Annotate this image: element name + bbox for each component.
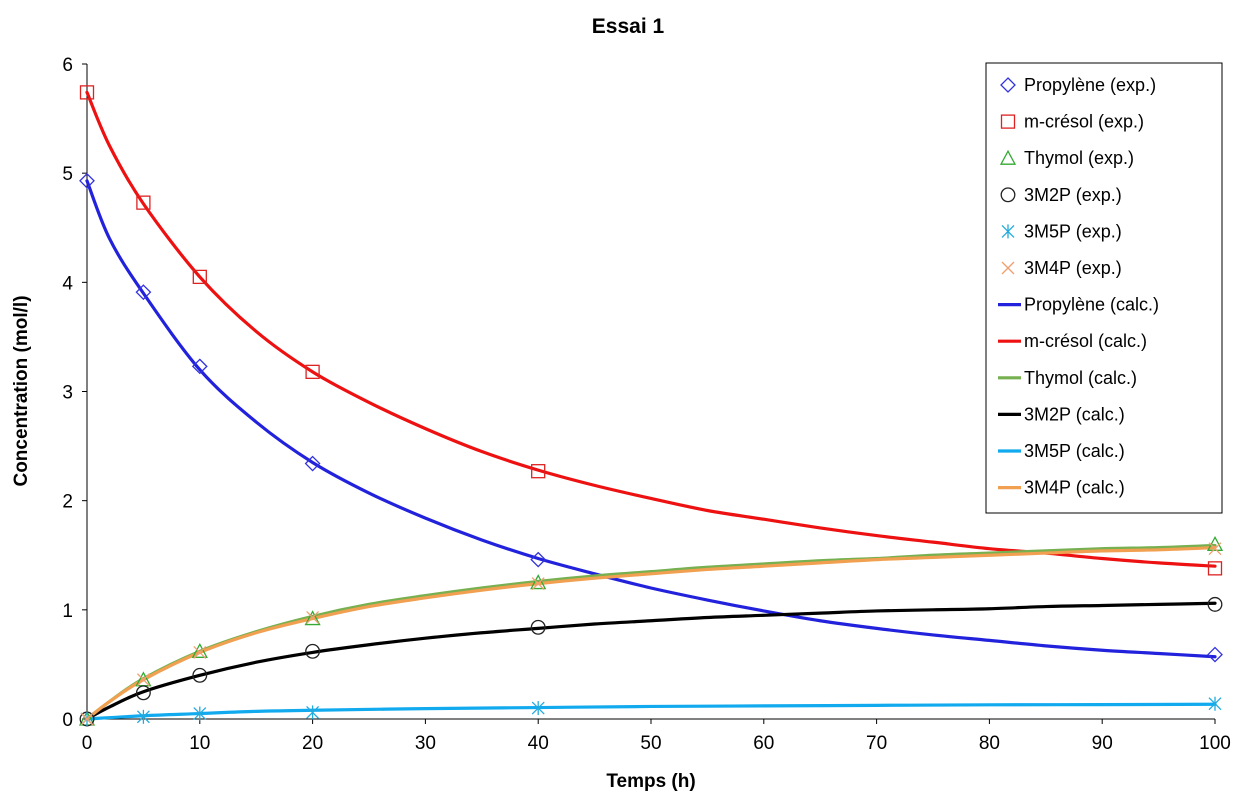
y-tick-label: 2 — [62, 492, 73, 513]
data-point-m-cr-sol-exp — [531, 464, 546, 479]
legend-label: 3M2P (exp.) — [1024, 185, 1122, 205]
data-point-m-cr-sol-exp — [136, 195, 151, 210]
data-point-3m4p-exp — [136, 673, 150, 687]
legend-label: Propylène (calc.) — [1024, 295, 1159, 315]
legend-label: 3M5P (calc.) — [1024, 441, 1125, 461]
data-point-3m2p-exp — [1207, 596, 1223, 612]
x-tick-label: 80 — [979, 733, 1000, 754]
data-point-3m5p-exp — [1208, 696, 1222, 711]
experimental-markers — [78, 85, 1224, 727]
legend-label: m-crésol (exp.) — [1024, 112, 1144, 132]
y-tick-label: 5 — [62, 164, 73, 185]
data-point-3m4p-exp — [306, 611, 320, 624]
data-point-thymol-exp — [304, 610, 321, 626]
y-tick-label: 4 — [62, 273, 73, 294]
data-point-3m4p-exp — [193, 645, 207, 659]
legend-box — [985, 62, 1223, 514]
legend-label: 3M4P (exp.) — [1024, 258, 1122, 278]
x-tick-label: 40 — [528, 733, 549, 754]
series-line-3m2p-calc — [85, 601, 1217, 721]
x-tick-label: 90 — [1092, 733, 1113, 754]
data-point-m-cr-sol-exp — [79, 85, 95, 100]
data-point-propyl-ne-exp — [1207, 646, 1223, 663]
data-point-3m2p-exp — [192, 667, 208, 683]
data-point-3m4p-exp — [531, 577, 545, 591]
series-line-3m5p-calc — [85, 702, 1217, 721]
data-point-propyl-ne-exp — [530, 551, 547, 568]
data-point-thymol-exp — [191, 642, 208, 658]
data-point-3m2p-exp — [135, 685, 151, 701]
legend: Propylène (exp.) m-crésol (exp.) Thymol (e… — [985, 62, 1223, 514]
data-point-propyl-ne-exp — [79, 172, 95, 189]
legend-label: Thymol (calc.) — [1024, 368, 1137, 388]
y-tick-label: 0 — [62, 710, 73, 731]
data-point-propyl-ne-exp — [304, 455, 321, 472]
data-point-thymol-exp — [1206, 535, 1224, 551]
data-point-m-cr-sol-exp — [192, 269, 207, 285]
series-line-3m4p-calc — [85, 546, 1217, 721]
series-line-m-cr-sol-calc — [85, 90, 1217, 568]
legend-marker — [1001, 224, 1015, 239]
x-tick-label: 70 — [866, 733, 887, 754]
calculated-curves — [85, 90, 1217, 721]
data-point-propyl-ne-exp — [191, 358, 208, 375]
axes: 0 10 20 30 40 50 60 70 80 90 100 0 1 2 3 4 5 6 — [62, 55, 1230, 754]
x-tick-label: 10 — [189, 733, 210, 754]
data-point-3m5p-exp — [136, 709, 150, 724]
legend-label: 3M2P (calc.) — [1024, 404, 1125, 424]
chart-title: Essai 1 — [592, 15, 665, 38]
y-tick-label: 6 — [62, 55, 73, 76]
legend-marker — [1000, 187, 1016, 203]
x-tick-label: 0 — [82, 733, 93, 754]
legend-label: Propylène (exp.) — [1024, 75, 1156, 95]
legend-marker — [999, 149, 1017, 165]
legend-label: 3M4P (calc.) — [1024, 478, 1125, 498]
data-point-m-cr-sol-exp — [1207, 561, 1223, 576]
data-point-3m2p-exp — [530, 619, 546, 635]
data-point-3m2p-exp — [305, 643, 321, 659]
x-tick-label: 50 — [640, 733, 661, 754]
data-point-3m5p-exp — [306, 705, 320, 720]
legend-marker — [1001, 261, 1015, 275]
y-axis-title: Concentration (mol/l) — [11, 295, 32, 486]
x-tick-label: 100 — [1199, 733, 1231, 754]
data-point-3m4p-exp — [80, 712, 94, 726]
x-tick-label: 30 — [415, 733, 436, 754]
x-tick-label: 20 — [302, 733, 323, 754]
legend-marker — [1000, 114, 1016, 129]
y-tick-label: 3 — [62, 383, 73, 404]
data-point-3m5p-exp — [531, 701, 545, 716]
legend-label: m-crésol (calc.) — [1024, 331, 1147, 351]
x-tick-label: 60 — [753, 733, 774, 754]
y-tick-label: 1 — [62, 601, 73, 622]
data-point-m-cr-sol-exp — [305, 364, 320, 380]
legend-label: 3M5P (exp.) — [1024, 221, 1122, 241]
data-point-propyl-ne-exp — [135, 284, 152, 301]
x-axis-title: Temps (h) — [606, 771, 695, 792]
data-point-3m4p-exp — [1208, 542, 1222, 556]
legend-marker — [1000, 77, 1016, 93]
data-point-3m5p-exp — [193, 706, 207, 721]
legend-label: Thymol (exp.) — [1024, 148, 1134, 168]
data-point-thymol-exp — [530, 574, 547, 590]
